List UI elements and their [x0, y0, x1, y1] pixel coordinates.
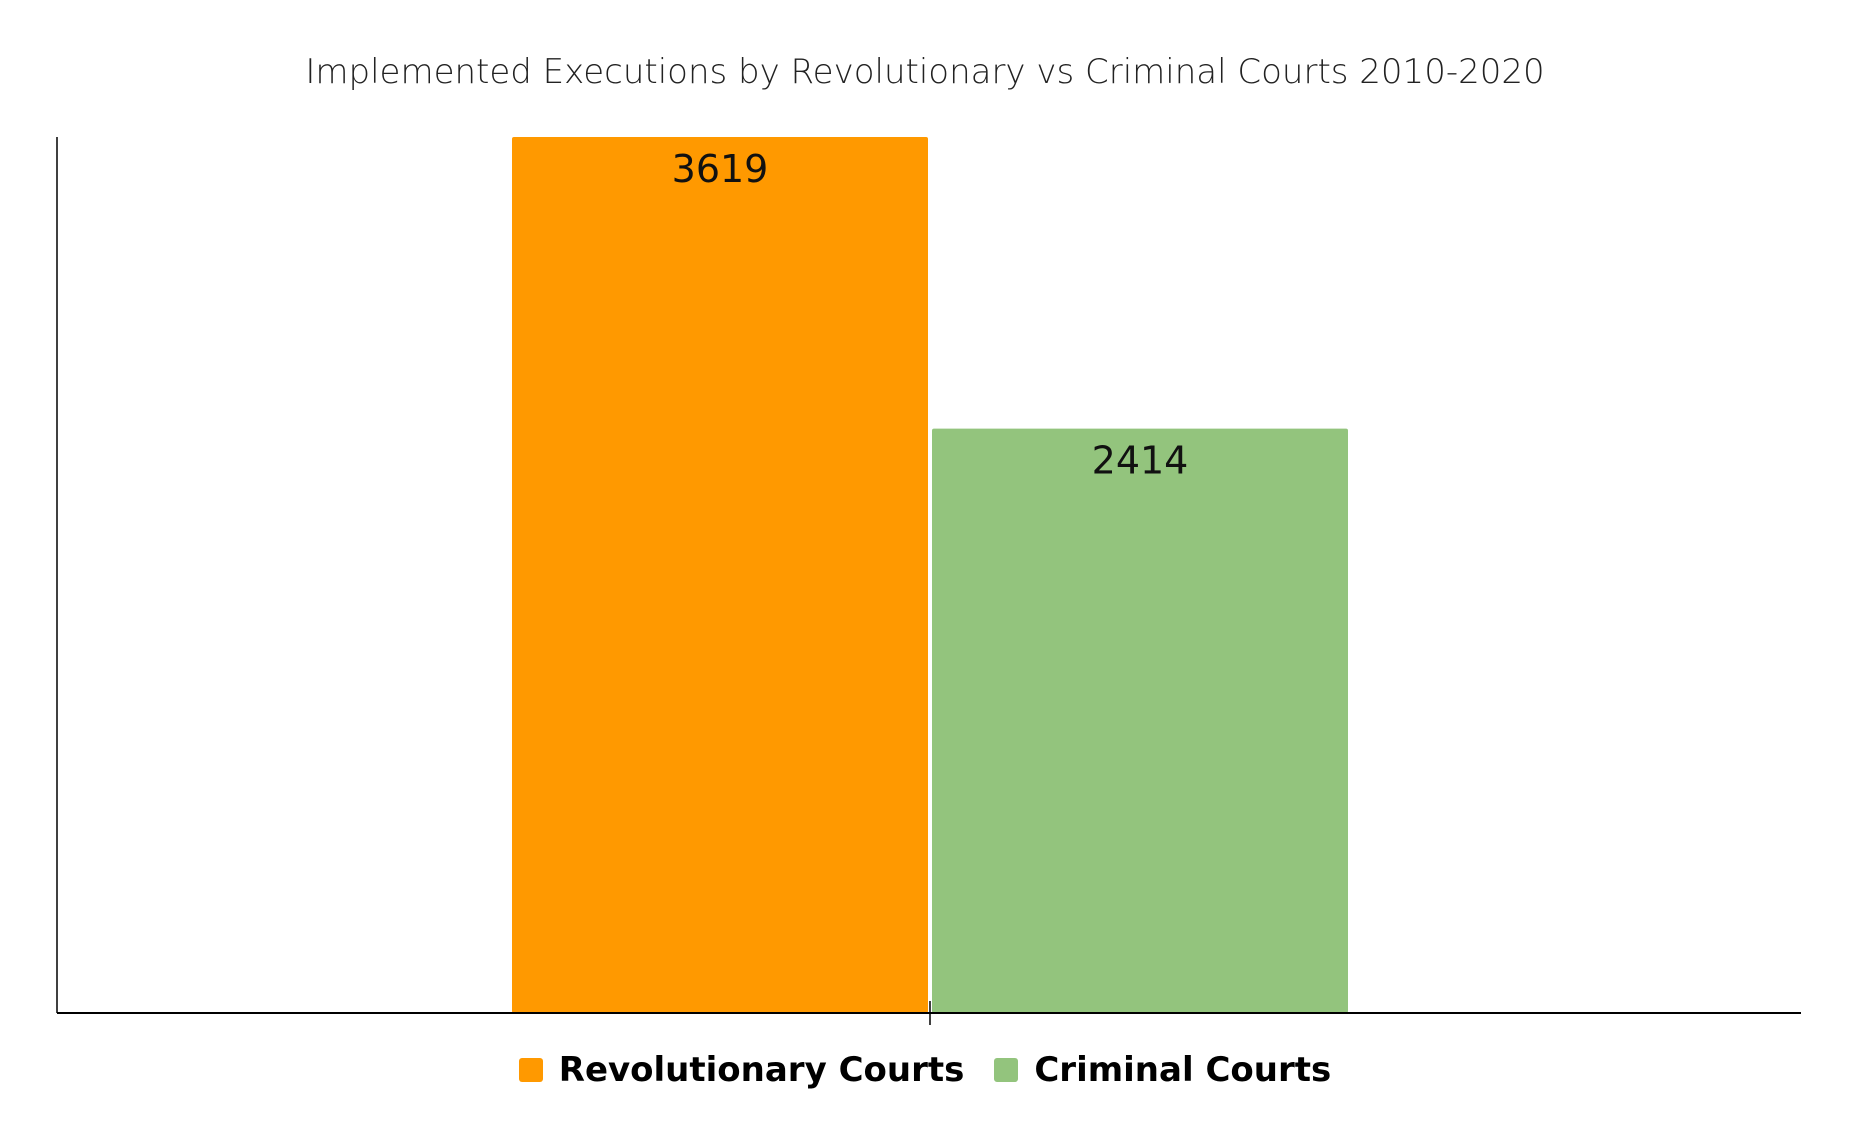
chart-title: Implemented Executions by Revolutionary … [305, 52, 1545, 92]
legend-label: Revolutionary Courts [558, 1050, 965, 1090]
legend-label: Criminal Courts [1034, 1050, 1332, 1090]
legend-swatch-green [994, 1058, 1019, 1082]
legend-item-criminal-courts[interactable]: Criminal Courts [994, 1050, 1331, 1090]
data-label: 3619 [672, 147, 769, 191]
bar-revolutionary-courts [512, 137, 928, 1013]
legend-item-revolutionary-courts[interactable]: Revolutionary Courts [518, 1050, 965, 1090]
legend: Revolutionary Courts Criminal Courts [0, 1050, 1850, 1090]
bar-criminal-courts [932, 428, 1348, 1013]
data-label: 2414 [1092, 439, 1189, 483]
legend-swatch-orange [518, 1058, 543, 1082]
